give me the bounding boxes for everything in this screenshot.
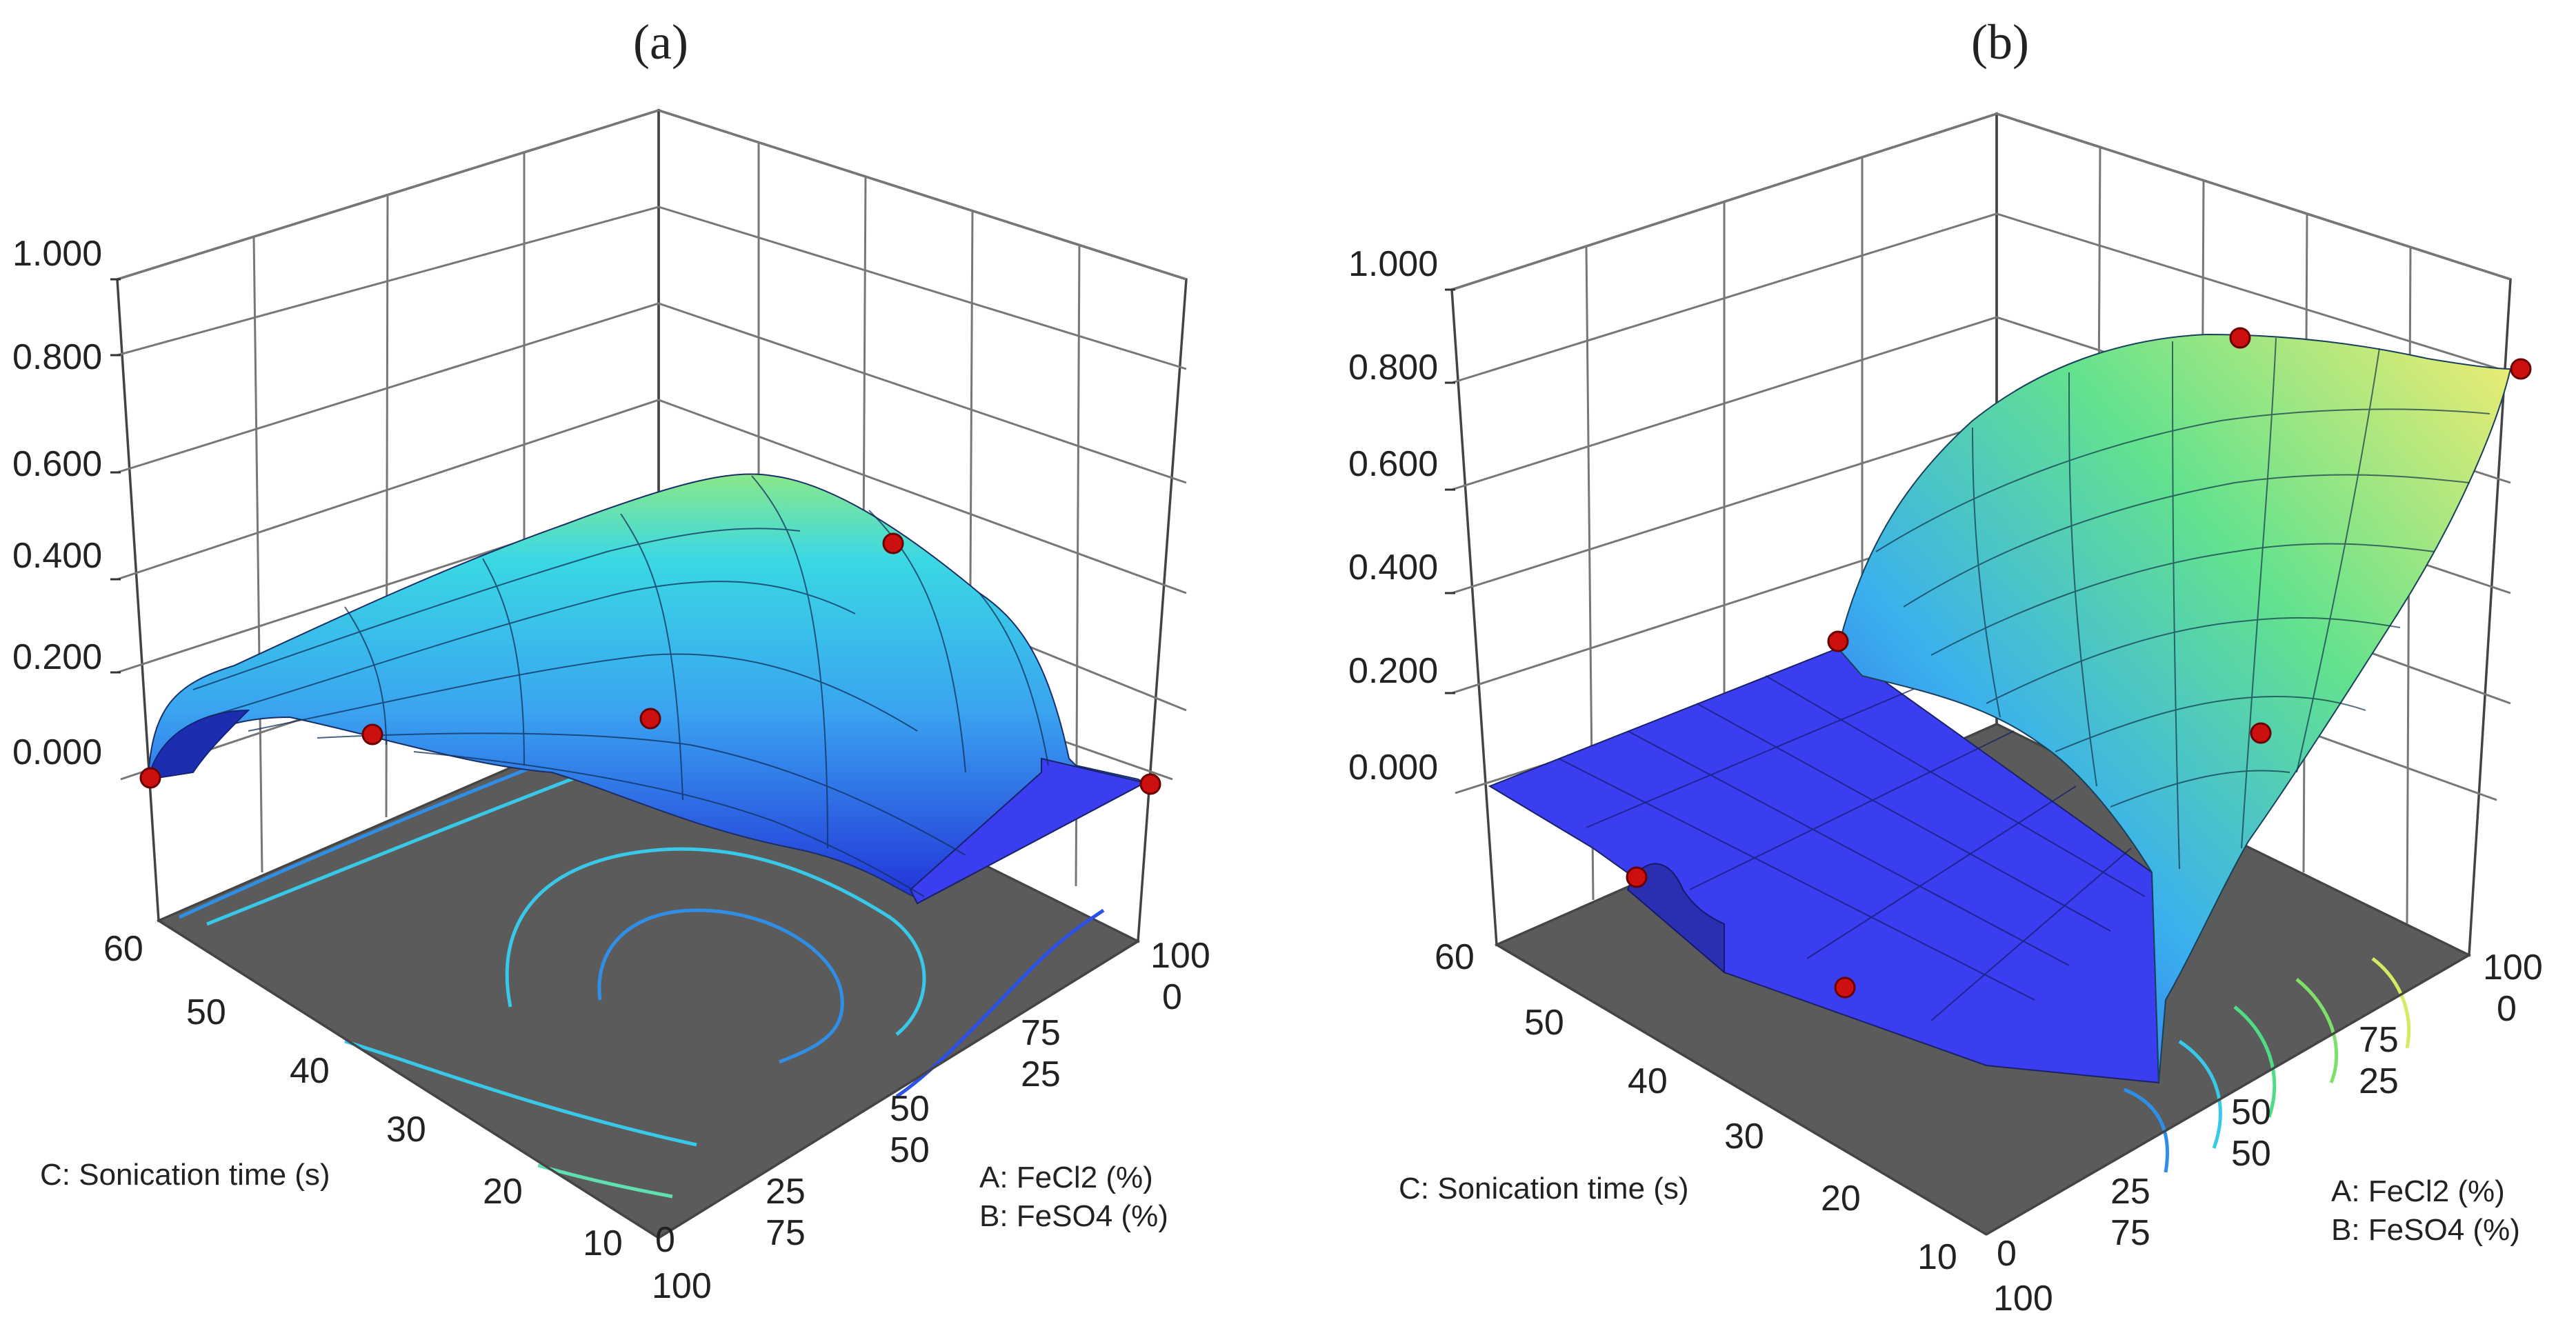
panel-a-ticks-a: 50	[890, 1089, 930, 1129]
panel-a-ticks-a: 100	[1150, 936, 1210, 976]
panel-b-left-tick: 20	[1821, 1179, 1861, 1219]
panel-a-axis-label-b: B: FeSO4 (%)	[979, 1199, 1168, 1233]
panel-a-z-tick: 0.400	[12, 536, 102, 576]
panel-b-axis-label-a: A: FeCl2 (%)	[2331, 1174, 2505, 1208]
panel-a-left-tick: 40	[290, 1051, 330, 1091]
panel-a-design-point	[361, 723, 383, 745]
panel-b-z-tick: 0.800	[1348, 348, 1438, 388]
panel-b-z-axis: 1.000 0.800 0.600 0.400 0.200 0.000	[1348, 244, 1455, 788]
panel-a-left-tick: 60	[103, 929, 143, 969]
panel-a-design-point	[882, 532, 904, 554]
panel-b-flat-mesh	[1558, 675, 2146, 1021]
panel-b-design-point	[1626, 866, 1648, 888]
panel-b-left-tick: 60	[1435, 937, 1475, 977]
panel-b-ticks-a: 0	[1997, 1234, 2017, 1274]
panel-b-left-axis: 60 50 40 30 20 10 C: Sonication time (s)	[1399, 937, 1987, 1277]
panel-b-z-tick: 0.600	[1348, 444, 1438, 484]
panel-a-z-tick: 1.000	[12, 234, 102, 274]
panel-b-left-tick: 40	[1628, 1061, 1668, 1101]
panel-a-ticks-a: 25	[766, 1172, 806, 1212]
panel-b-z-tick: 1.000	[1348, 244, 1438, 284]
panel-a: (a)	[12, 14, 1210, 1306]
panel-b-left-tick: 30	[1724, 1116, 1764, 1156]
panel-b: (b)	[1348, 14, 2543, 1319]
panel-b-title: (b)	[1971, 14, 2029, 70]
panel-b-ticks-a: 75	[2359, 1020, 2399, 1060]
panel-a-z-tick: 0.600	[12, 444, 102, 484]
panel-a-ticks-b: 0	[1162, 977, 1182, 1017]
panel-a-ticks-a: 75	[1021, 1013, 1061, 1053]
panel-a-left-axis-label: C: Sonication time (s)	[40, 1158, 330, 1192]
panel-a-right-axis: 100 0 75 25 50 50 25 75 0 100 A: FeCl2 (…	[652, 936, 1210, 1306]
panel-a-surface	[147, 473, 1147, 905]
panel-b-design-point	[1827, 630, 1849, 652]
panel-a-title: (a)	[633, 14, 688, 70]
panel-a-left-tick: 20	[483, 1172, 523, 1212]
panel-a-left-tick: 10	[583, 1223, 623, 1263]
panel-b-design-point	[2229, 327, 2251, 349]
panel-b-design-point	[2250, 722, 2272, 744]
panel-b-left-axis-label: C: Sonication time (s)	[1399, 1172, 1689, 1205]
panel-b-axis-label-b: B: FeSO4 (%)	[2331, 1213, 2520, 1247]
panel-b-surface-body	[1837, 333, 2512, 1083]
panel-a-left-tick: 30	[386, 1110, 426, 1150]
panel-b-design-point	[2510, 358, 2532, 380]
panel-b-contours	[2124, 957, 2411, 1173]
panel-a-design-point	[139, 767, 161, 789]
panel-b-ticks-a: 100	[2483, 948, 2543, 988]
panel-b-ticks-b: 0	[2497, 989, 2517, 1029]
panel-a-axis-label-a: A: FeCl2 (%)	[979, 1161, 1153, 1194]
panel-b-ticks-b: 25	[2359, 1061, 2399, 1101]
panel-b-design-points	[1626, 327, 2532, 999]
panel-a-design-point	[639, 708, 661, 730]
panel-b-z-tick: 0.400	[1348, 548, 1438, 588]
panel-a-z-tick: 0.000	[12, 732, 102, 772]
panel-a-z-tick: 0.200	[12, 637, 102, 677]
panel-a-z-axis: 1.000 0.800 0.600 0.400 0.200 0.000	[12, 234, 121, 772]
panel-b-z-tick: 0.000	[1348, 748, 1438, 788]
panel-b-surface	[1837, 333, 2512, 1083]
panel-b-ticks-b: 100	[1993, 1279, 2053, 1319]
panel-b-z-tick: 0.200	[1348, 651, 1438, 691]
panel-b-flat-plane	[1488, 647, 2160, 1084]
panel-a-ticks-b: 25	[1021, 1054, 1061, 1094]
panel-b-left-tick: 50	[1524, 1003, 1564, 1043]
panel-b-ticks-b: 75	[2110, 1213, 2150, 1253]
panel-a-left-axis: 60 50 40 30 20 10 C: Sonication time (s)	[40, 919, 659, 1263]
panel-a-design-point	[1139, 773, 1161, 795]
panel-a-z-tick: 0.800	[12, 337, 102, 377]
panel-b-design-point	[1834, 977, 1856, 999]
panel-b-ticks-a: 50	[2231, 1092, 2271, 1132]
panel-b-left-tick: 10	[1917, 1237, 1957, 1277]
panel-b-right-axis: 100 0 75 25 50 50 25 75 0 100 A: FeCl2 (…	[1986, 948, 2543, 1319]
panel-a-left-tick: 50	[186, 992, 226, 1032]
panel-a-ticks-b: 100	[652, 1266, 712, 1306]
panel-a-ticks-a: 0	[655, 1220, 675, 1260]
panel-b-ticks-a: 25	[2110, 1172, 2150, 1212]
panel-b-ticks-b: 50	[2231, 1134, 2271, 1174]
panel-a-ticks-b: 75	[766, 1213, 806, 1253]
panel-a-design-points	[139, 532, 1161, 795]
panel-a-ticks-b: 50	[890, 1130, 930, 1170]
